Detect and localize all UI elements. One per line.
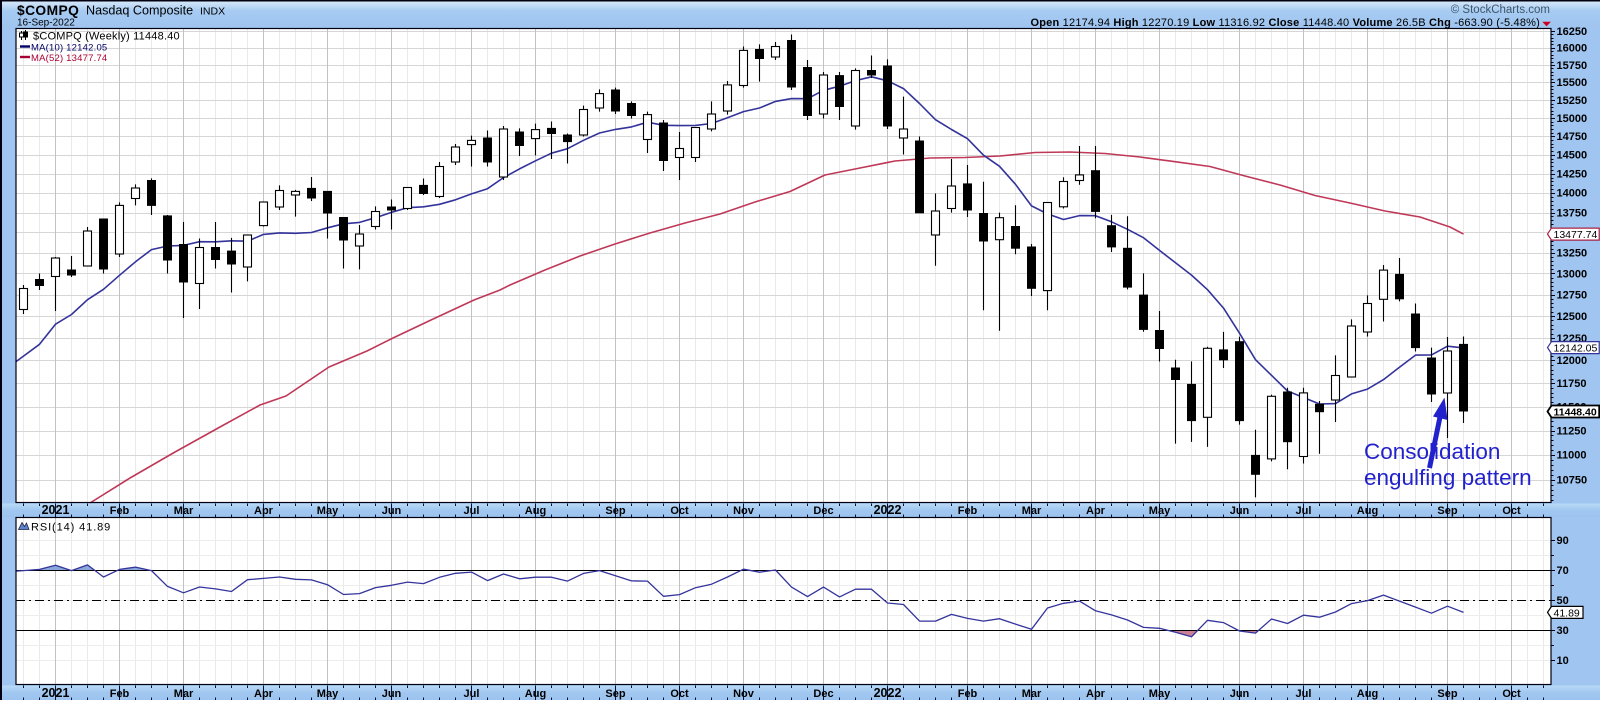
svg-text:Feb: Feb [958,688,978,700]
svg-text:Oct: Oct [670,688,689,700]
svg-text:Mar: Mar [1022,505,1042,517]
svg-text:90: 90 [1557,535,1569,547]
svg-text:INDX: INDX [200,6,225,18]
svg-text:15500: 15500 [1557,77,1588,89]
svg-text:13000: 13000 [1557,268,1588,280]
svg-text:10750: 10750 [1557,475,1588,487]
svg-text:10: 10 [1557,655,1569,667]
svg-text:16-Sep-2022: 16-Sep-2022 [17,18,75,29]
svg-text:Feb: Feb [110,505,130,517]
svg-text:© StockCharts.com: © StockCharts.com [1451,4,1550,16]
svg-text:Sep: Sep [605,688,625,700]
svg-text:11250: 11250 [1557,425,1587,437]
svg-text:14500: 14500 [1557,150,1588,162]
svg-text:Apr: Apr [1086,505,1106,517]
svg-text:2021: 2021 [42,503,70,517]
svg-text:11750: 11750 [1557,378,1587,390]
svg-text:15750: 15750 [1557,60,1588,72]
svg-text:12000: 12000 [1557,355,1588,367]
svg-text:41.89: 41.89 [1554,607,1580,619]
svg-text:MA(10) 12142.05: MA(10) 12142.05 [31,43,107,54]
svg-text:Jun: Jun [382,505,402,517]
svg-text:May: May [317,688,339,700]
svg-text:Sep: Sep [1437,688,1457,700]
svg-text:13750: 13750 [1557,207,1588,219]
svg-text:Jul: Jul [1296,505,1312,517]
svg-text:Jul: Jul [464,688,480,700]
svg-text:Jun: Jun [1230,505,1250,517]
svg-text:Open 12174.94 High 12270.19 Lo: Open 12174.94 High 12270.19 Low 11316.92… [1031,17,1541,29]
svg-text:12500: 12500 [1557,311,1588,323]
svg-text:13477.74: 13477.74 [1554,229,1598,241]
svg-text:Apr: Apr [254,505,274,517]
svg-text:Aug: Aug [1357,505,1378,517]
svg-text:Jun: Jun [1230,688,1250,700]
svg-text:Oct: Oct [670,505,689,517]
svg-text:Jul: Jul [464,505,480,517]
svg-text:Nov: Nov [733,505,755,517]
svg-text:Apr: Apr [1086,688,1106,700]
svg-text:Nov: Nov [733,688,755,700]
svg-text:16250: 16250 [1557,26,1588,38]
svg-text:Feb: Feb [958,505,978,517]
svg-text:12750: 12750 [1557,289,1588,301]
svg-text:MA(52) 13477.74: MA(52) 13477.74 [31,53,107,64]
svg-text:70: 70 [1557,565,1569,577]
svg-text:Apr: Apr [254,688,274,700]
svg-text:Mar: Mar [174,505,194,517]
svg-text:14750: 14750 [1557,131,1588,143]
svg-text:Jun: Jun [382,688,402,700]
svg-text:Jul: Jul [1296,688,1312,700]
svg-text:May: May [1149,688,1171,700]
svg-text:11448.40: 11448.40 [1554,406,1597,418]
svg-text:Mar: Mar [1022,688,1042,700]
svg-text:$COMPQ (Weekly) 11448.40: $COMPQ (Weekly) 11448.40 [33,31,180,43]
svg-text:Dec: Dec [813,688,833,700]
svg-text:Feb: Feb [110,688,130,700]
svg-text:30: 30 [1557,625,1569,637]
svg-text:12142.05: 12142.05 [1554,343,1598,355]
svg-text:13250: 13250 [1557,248,1588,260]
svg-text:11000: 11000 [1557,450,1587,462]
svg-text:Sep: Sep [605,505,625,517]
svg-text:14000: 14000 [1557,188,1588,200]
svg-text:May: May [1149,505,1171,517]
svg-text:Aug: Aug [525,505,546,517]
svg-text:15000: 15000 [1557,113,1588,125]
svg-text:RSI(14) 41.89: RSI(14) 41.89 [31,522,111,534]
svg-text:Oct: Oct [1502,688,1521,700]
svg-text:15250: 15250 [1557,95,1588,107]
svg-text:Aug: Aug [1357,688,1378,700]
svg-text:Sep: Sep [1437,505,1457,517]
svg-text:Oct: Oct [1502,505,1521,517]
svg-text:Dec: Dec [813,505,833,517]
svg-text:$COMPQ: $COMPQ [17,3,79,18]
svg-text:May: May [317,505,339,517]
svg-text:2022: 2022 [874,503,902,517]
svg-text:engulfing pattern: engulfing pattern [1364,465,1532,490]
svg-text:16000: 16000 [1557,43,1588,55]
svg-text:14250: 14250 [1557,169,1588,181]
svg-text:Aug: Aug [525,688,546,700]
svg-text:Mar: Mar [174,688,194,700]
svg-text:50: 50 [1557,595,1569,607]
svg-text:Nasdaq Composite: Nasdaq Composite [86,4,193,18]
svg-text:2022: 2022 [874,686,902,700]
svg-text:2021: 2021 [42,686,70,700]
